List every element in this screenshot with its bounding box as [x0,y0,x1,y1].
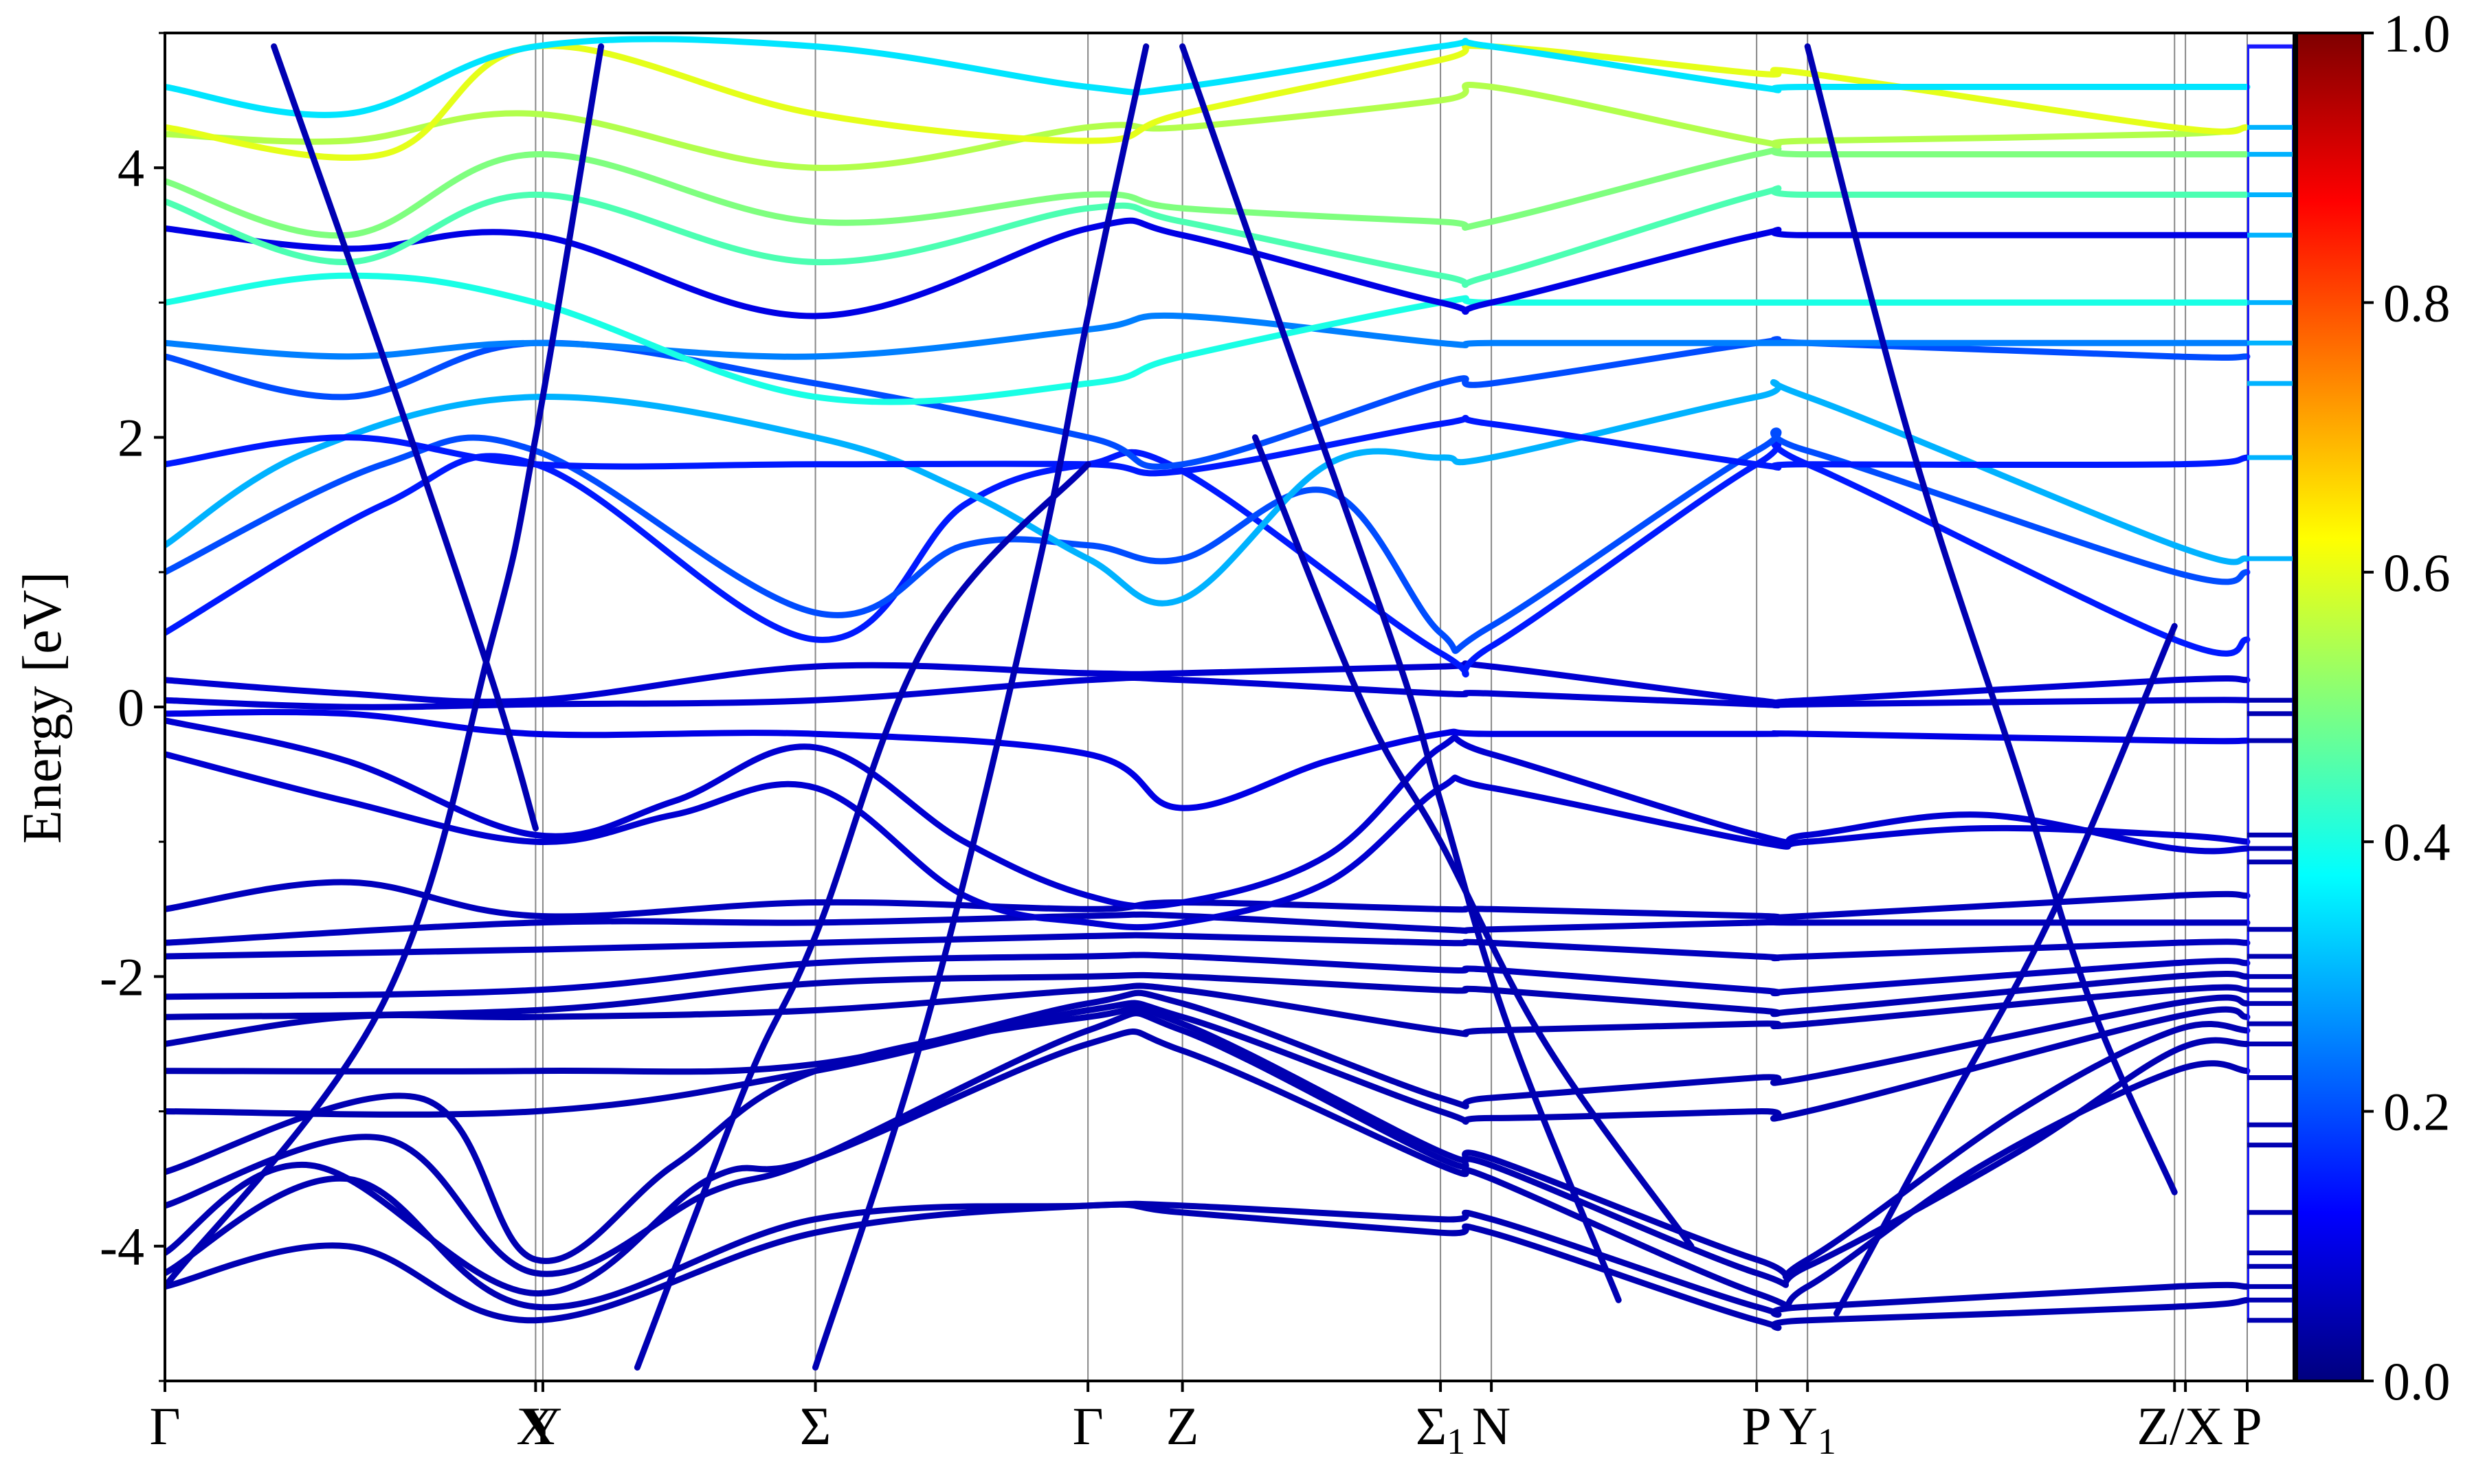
band-line [812,43,1150,1371]
band-line [165,971,2251,1020]
x-tick-label: Z/X [2137,1396,2223,1456]
x-axis: Γ XY Σ Γ Z Σ1 N P Y1 Z/X P [149,1381,2262,1462]
colorbar-tick-label: 0.6 [2383,543,2451,603]
band-line [165,272,2251,405]
y-tick-label: 4 [118,138,144,198]
band-line [165,414,2251,477]
band-line [165,879,2251,921]
band-line [165,146,2251,239]
band-line [165,185,2251,288]
band-lines [165,36,2251,1371]
band-line [165,982,2251,1047]
colorbar-axis: 0.0 0.2 0.4 0.6 0.8 1.0 [2363,3,2451,1411]
band-line [271,43,539,832]
band-line [165,674,2251,710]
band-line [165,932,2251,962]
band-line [165,36,2251,118]
band-line [1179,43,1622,1303]
band-line [1804,43,2178,1195]
colorbar-tick-label: 0.2 [2383,1082,2451,1142]
colorbar [2295,32,2364,1382]
y-tick-label: -2 [100,947,144,1007]
band-line [165,717,2251,910]
x-tick-subscript: 1 [1447,1421,1465,1462]
x-tick-label: Z [1166,1396,1199,1456]
band-line [1834,622,2178,1317]
band-line [165,751,2251,931]
band-line [165,379,2251,607]
y-axis: -4 -2 0 2 4 [100,32,165,1382]
band-line [165,911,2251,946]
x-tick-label: N [1472,1396,1511,1456]
x-tick-label: Y [524,1396,562,1456]
band-line [165,1175,2251,1318]
band-line [165,1201,2251,1331]
band-line [165,660,2251,708]
colorbar-tick-label: 0.4 [2383,812,2451,872]
x-tick-label: Γ [149,1396,180,1456]
colorbar-tick-label: 0.8 [2383,273,2451,333]
y-axis-title: Energy [eV] [12,572,73,844]
band-line [165,708,2251,811]
x-tick-label: P [2232,1396,2262,1456]
band-line [165,952,2251,1000]
x-tick-label: Σ1 [1416,1396,1465,1462]
x-tick-label: Γ [1073,1396,1104,1456]
x-tick-label: P [1741,1396,1771,1456]
band-line [165,989,2251,1110]
band-line [165,217,2251,319]
band-line [165,1010,2251,1288]
x-tick-subscript: 1 [1818,1421,1836,1462]
x-tick-label: Y1 [1779,1396,1836,1462]
band-line [165,43,605,1290]
x-tick-label: Σ [800,1396,831,1456]
colorbar-tick-label: 1.0 [2383,3,2451,63]
band-line [634,461,1091,1371]
y-tick-label: 0 [118,677,144,737]
band-line [1251,434,1695,1250]
band-line [165,1000,2251,1125]
x-tick-label: X [516,1396,555,1456]
colorbar-tick-label: 0.0 [2383,1351,2451,1411]
y-tick-label: 2 [118,408,144,468]
y-tick-label: -4 [100,1217,144,1277]
side-panel [2247,44,2294,1323]
